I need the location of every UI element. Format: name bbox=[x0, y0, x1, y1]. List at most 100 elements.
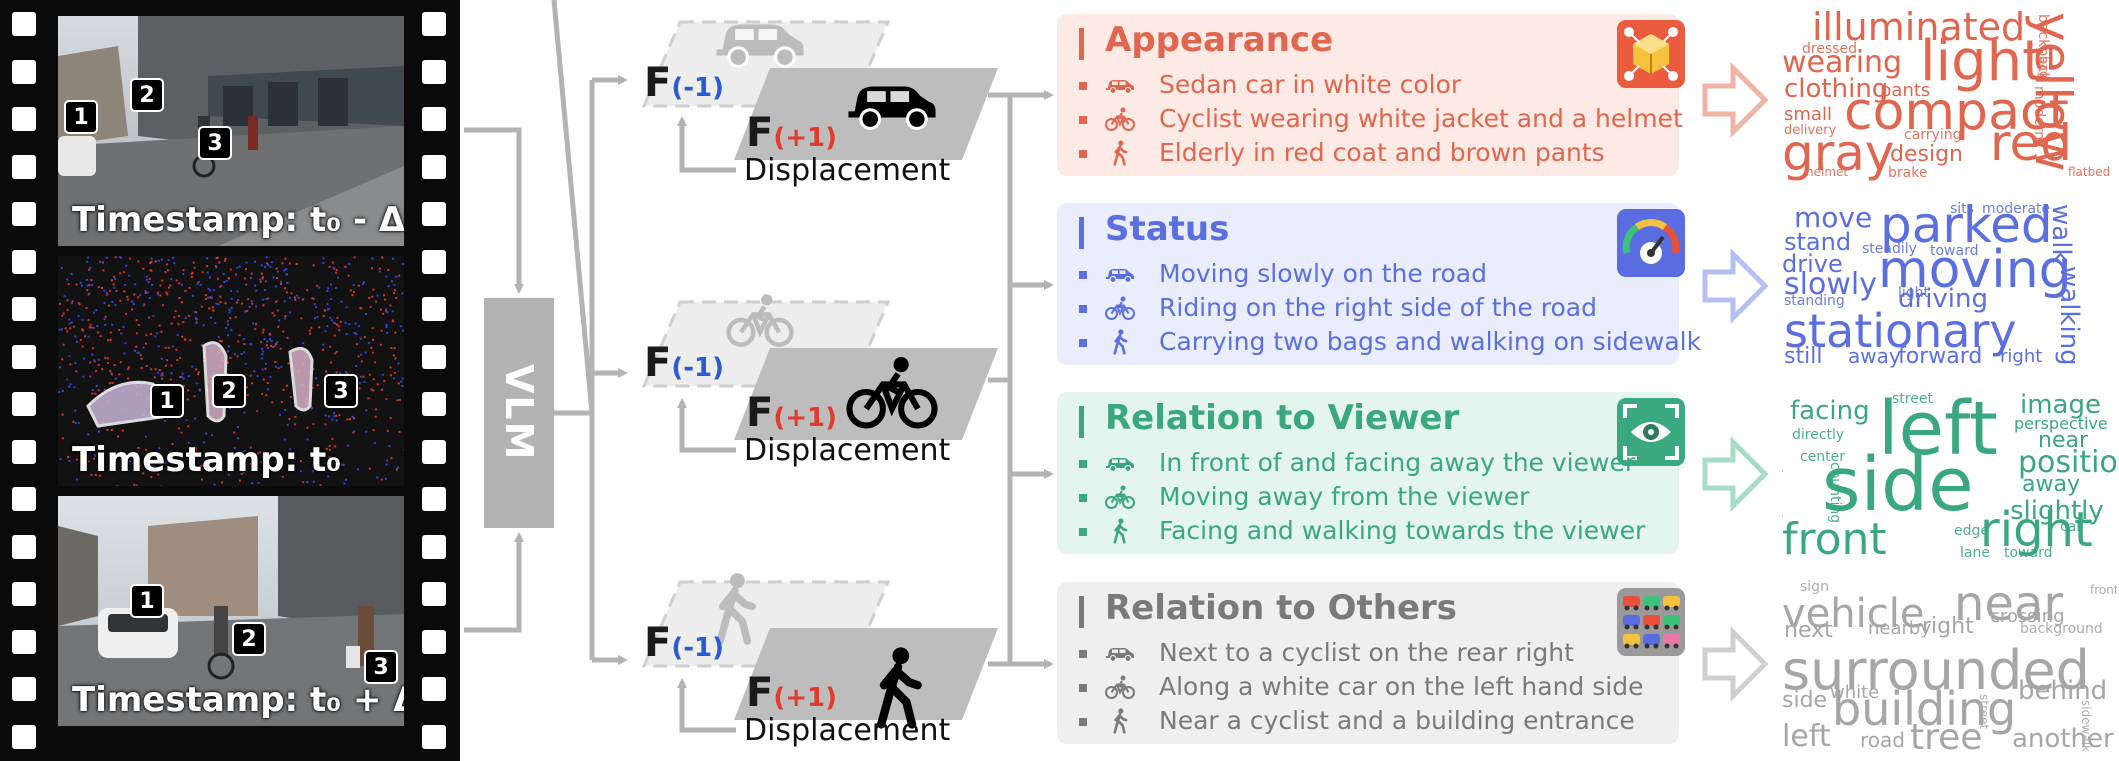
vlm-block: VLM bbox=[484, 298, 554, 528]
film-sprocket-hole bbox=[422, 154, 446, 179]
panel-item: Moving slowly on the road bbox=[1159, 259, 1487, 288]
frame-t0-minus: 1 2 3 Timestamp: t₀ - Δt bbox=[58, 16, 404, 246]
word-cloud-word: compact bbox=[1844, 82, 2069, 142]
feature-group: F(-1) F(+1) Displacement bbox=[620, 570, 1010, 750]
film-sprocket-hole bbox=[12, 344, 36, 369]
word-cloud-word: moderate bbox=[1982, 201, 2051, 217]
event-camera-image bbox=[58, 256, 404, 486]
film-sprocket-hole bbox=[422, 439, 446, 464]
car-icon bbox=[1105, 261, 1135, 285]
word-cloud-word: driving bbox=[1898, 284, 1989, 314]
panel-item: Near a cyclist and a building entrance bbox=[1159, 706, 1635, 735]
timestamp-label: Timestamp: t₀ - Δt bbox=[72, 200, 404, 240]
feature-prev-label: F(-1) bbox=[644, 340, 724, 386]
word-cloud-word: away bbox=[1848, 344, 1901, 368]
film-sprocket-hole bbox=[422, 107, 446, 131]
eye-scan-icon bbox=[1617, 398, 1685, 466]
street-scene-image bbox=[58, 496, 404, 726]
word-cloud-word: small bbox=[1784, 104, 1832, 125]
frame-t0-plus: 1 2 3 Timestamp: t₀ + Δt bbox=[58, 496, 404, 726]
displacement-label: Displacement bbox=[744, 433, 951, 468]
word-cloud-word: front bbox=[1782, 514, 1887, 562]
panel-accent-bar bbox=[1079, 406, 1084, 438]
bicycle-icon bbox=[842, 354, 942, 434]
word-cloud-word: illuminated bbox=[1812, 6, 2026, 49]
object-label: 2 bbox=[212, 374, 246, 408]
word-cloud-word: still bbox=[1784, 344, 1823, 369]
film-sprocket-hole bbox=[12, 439, 36, 464]
object-label: 2 bbox=[232, 622, 266, 656]
word-cloud-word: image bbox=[2020, 390, 2101, 420]
film-sprocket-hole bbox=[12, 107, 36, 131]
bicycle-icon bbox=[1105, 106, 1135, 131]
word-cloud-word: move bbox=[1794, 201, 1873, 234]
word-cloud-word: side bbox=[1782, 688, 1828, 713]
film-sprocket-hole bbox=[422, 12, 446, 36]
feature-next-label: F(+1) bbox=[746, 390, 837, 436]
panel-title: Relation to Others bbox=[1105, 588, 1458, 628]
word-cloud-word: next bbox=[1784, 618, 1833, 643]
word-cloud-word: pants bbox=[1880, 80, 1931, 101]
gauge-icon bbox=[1617, 209, 1685, 277]
feature-next-label: F(+1) bbox=[746, 110, 837, 156]
word-cloud-word: brake bbox=[1888, 165, 1928, 181]
word-cloud-word: surrounded bbox=[1782, 639, 2090, 702]
word-cloud-word: slightly bbox=[2010, 496, 2104, 526]
panel-item: Cyclist wearing white jacket and a helme… bbox=[1159, 104, 1683, 133]
film-sprocket-hole bbox=[12, 629, 36, 654]
bicycle-icon bbox=[1105, 674, 1135, 699]
word-cloud-word: delivery bbox=[1784, 123, 1837, 138]
film-sprocket-hole bbox=[422, 534, 446, 559]
word-cloud-word: toward bbox=[1930, 243, 1979, 259]
word-cloud-word: white bbox=[1830, 682, 1880, 703]
word-cloud-word: sign bbox=[1800, 579, 1829, 595]
film-sprocket-hole bbox=[422, 344, 446, 369]
word-cloud-word: moving bbox=[1878, 240, 2072, 300]
film-sprocket-hole bbox=[422, 392, 446, 416]
word-cloud-word: clothing bbox=[1784, 74, 1889, 104]
film-sprocket-hole bbox=[422, 582, 446, 606]
panel-item: Moving away from the viewer bbox=[1159, 482, 1530, 511]
car-icon-faded bbox=[710, 12, 810, 72]
bullet bbox=[1079, 305, 1087, 313]
timestamp-label: Timestamp: t₀ + Δt bbox=[72, 680, 404, 720]
bullet bbox=[1079, 116, 1087, 124]
word-cloud-word: nearby bbox=[1868, 618, 1931, 639]
film-sprocket-hole bbox=[422, 59, 446, 84]
word-cloud-word: gray bbox=[1782, 124, 1895, 181]
word-cloud: facing street image left directly perspective… bbox=[1782, 386, 2117, 561]
panel-appearance: Appearance Sedan car in white color Cycl… bbox=[1057, 14, 1685, 176]
panel-item: Carrying two bags and walking on sidewal… bbox=[1159, 327, 1702, 356]
film-sprocket-hole bbox=[12, 59, 36, 84]
film-sprocket-hole bbox=[12, 724, 36, 749]
word-cloud-word: building bbox=[1832, 682, 2017, 736]
word-cloud-word: red bbox=[1990, 114, 2072, 172]
cube-network-icon bbox=[1617, 20, 1685, 88]
panel-item: Riding on the right side of the road bbox=[1159, 293, 1597, 322]
bullet bbox=[1079, 494, 1087, 502]
word-cloud-word: left bbox=[1782, 719, 1831, 752]
film-sprocket-hole bbox=[12, 392, 36, 416]
film-sprocket-hole bbox=[12, 12, 36, 36]
object-label: 3 bbox=[324, 374, 358, 408]
word-cloud-word: bag bbox=[2037, 56, 2051, 79]
word-cloud-word: facing bbox=[1790, 396, 1870, 426]
traffic-cars-icon bbox=[1617, 588, 1685, 656]
word-cloud-word: crossing bbox=[1990, 606, 2065, 627]
word-cloud-word: forward bbox=[1898, 344, 1983, 369]
word-cloud-word: stand bbox=[1784, 228, 1852, 256]
word-cloud-word: behind bbox=[2018, 676, 2108, 706]
object-label: 3 bbox=[198, 126, 232, 160]
word-cloud-word: directly bbox=[1792, 427, 1845, 443]
word-cloud-word: road bbox=[1860, 728, 1905, 751]
panel-item: Sedan car in white color bbox=[1159, 70, 1462, 99]
film-sprocket-hole bbox=[12, 582, 36, 606]
word-cloud-word: parked bbox=[1880, 196, 2053, 254]
panel-accent-bar bbox=[1079, 28, 1084, 60]
word-cloud-word: drive bbox=[1782, 250, 1843, 278]
timestamp-label: Timestamp: t₀ bbox=[72, 440, 342, 480]
hollow-arrows bbox=[1702, 61, 1769, 703]
panel-relation-to-viewer: Relation to Viewer In front of and facin… bbox=[1057, 392, 1685, 554]
bullet bbox=[1079, 339, 1087, 347]
word-cloud-word: sits bbox=[1950, 201, 1974, 217]
